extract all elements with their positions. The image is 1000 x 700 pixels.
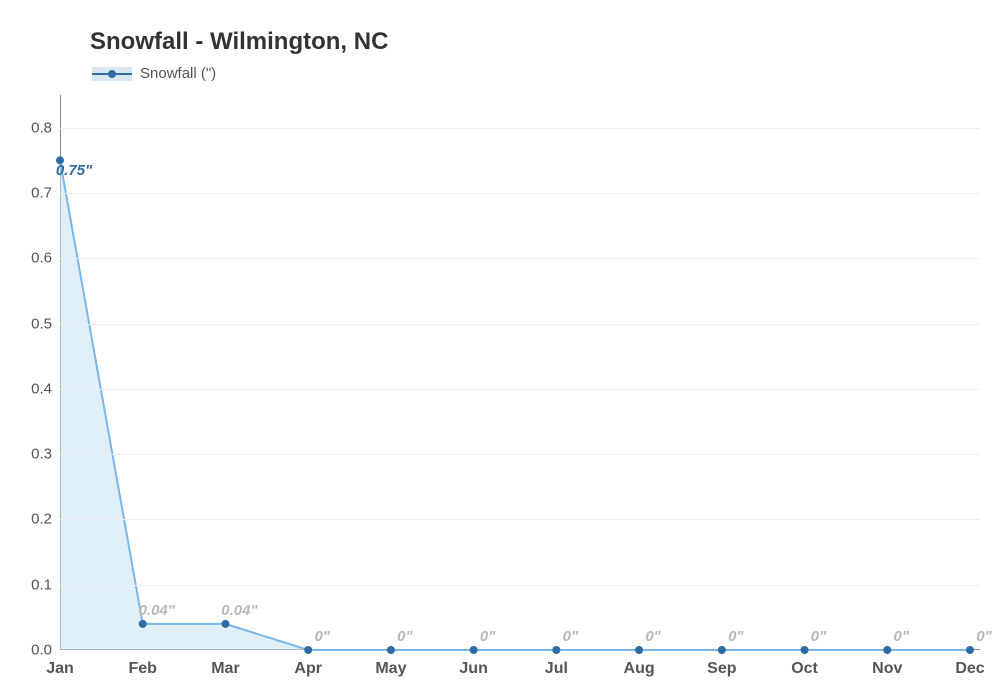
x-tick-label: May [375,650,406,678]
value-label: 0" [976,628,991,645]
x-tick-label: Jul [545,650,568,678]
x-tick-label: Jan [46,650,74,678]
x-tick-label: Aug [624,650,655,678]
value-label: 0" [563,628,578,645]
x-tick-label: Apr [294,650,322,678]
x-tick-label: Nov [872,650,902,678]
y-tick-label: 0.3 [31,446,60,463]
gridline [60,128,980,129]
gridline [60,324,980,325]
value-label: 0.04" [221,602,257,619]
legend-label: Snowfall (") [140,65,216,82]
series-area [60,160,970,650]
gridline [60,258,980,259]
y-tick-label: 0.8 [31,119,60,136]
value-label: 0" [811,628,826,645]
value-label: 0" [314,628,329,645]
value-label: 0" [894,628,909,645]
x-tick-label: Oct [791,650,818,678]
value-label: 0" [397,628,412,645]
value-label: 0" [645,628,660,645]
legend-swatch [92,67,132,81]
data-point [139,620,147,628]
x-tick-label: Dec [955,650,984,678]
gridline [60,389,980,390]
gridline [60,519,980,520]
data-point [221,620,229,628]
y-tick-label: 0.4 [31,380,60,397]
gridline [60,193,980,194]
value-label: 0" [480,628,495,645]
plot-area: 0.00.10.20.30.40.50.60.70.8JanFebMarAprM… [60,95,980,650]
y-tick-label: 0.5 [31,315,60,332]
gridline [60,585,980,586]
series-line [60,160,970,650]
value-label: 0.04" [139,602,175,619]
x-tick-label: Jun [459,650,487,678]
x-tick-label: Feb [128,650,156,678]
gridline [60,454,980,455]
value-label: 0" [728,628,743,645]
x-tick-label: Mar [211,650,239,678]
legend: Snowfall (") [92,65,216,82]
x-tick-label: Sep [707,650,736,678]
y-tick-label: 0.1 [31,576,60,593]
series-svg [60,95,980,650]
value-label: 0.75" [56,162,92,179]
y-tick-label: 0.7 [31,184,60,201]
y-tick-label: 0.2 [31,511,60,528]
legend-swatch-dot [108,70,116,78]
chart-title: Snowfall - Wilmington, NC [90,28,388,56]
y-tick-label: 0.6 [31,250,60,267]
